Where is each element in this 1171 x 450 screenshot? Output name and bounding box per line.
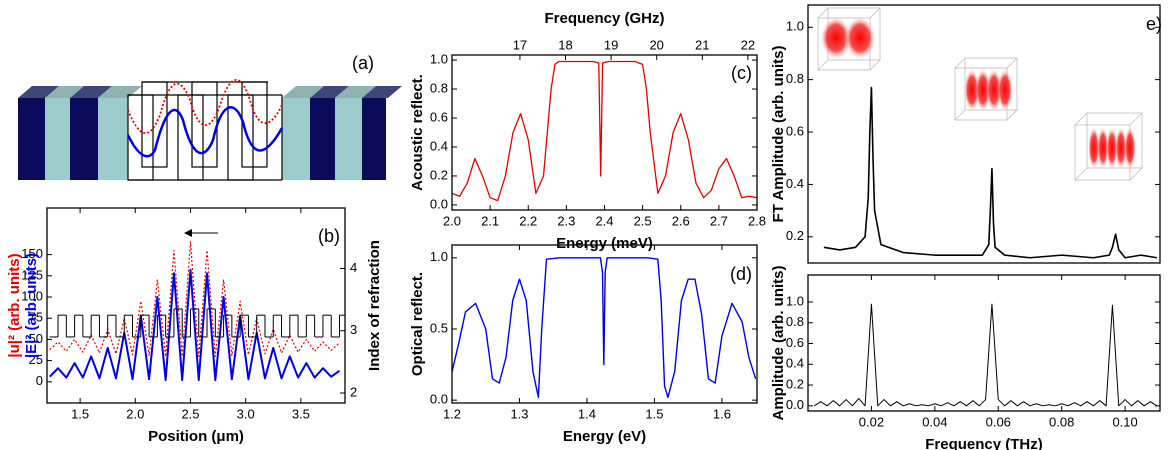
y-tick-label: 0.2 [430,167,448,182]
y-tick-label: 100 [21,288,43,303]
y2-tick-label: 2 [350,384,357,399]
y-tick-label: 0.2 [786,376,804,391]
y-tick-label: 0.4 [430,138,448,153]
y-axis-label: |u|² (arb. units) [6,253,23,357]
y-tick-label: 0.2 [786,228,804,243]
x-axis-label: Frequency (THz) [925,436,1043,450]
y-tick-label: 0.0 [430,196,448,211]
x-tick-label: 2.6 [672,213,690,228]
panel-label: e) [1146,14,1162,34]
y-tick-label: 0.8 [786,314,804,329]
x2-tick-label: 19 [604,37,618,52]
y-axis-label: Amplitude (arb. units) [770,266,787,421]
y-tick-label: 50 [29,331,43,346]
x2-tick-label: 20 [649,37,663,52]
panel-label: (c) [731,63,752,83]
x-tick-label: 0.02 [859,414,884,429]
x-tick-label: 2.5 [181,406,199,421]
x-tick-label: 0.08 [1049,414,1074,429]
plot-area [452,257,757,399]
y-tick-label: 0 [36,373,43,388]
data-line [49,241,340,357]
y2-axis-label: Index of refraction [366,240,383,371]
x-tick-label: 2.1 [481,213,499,228]
mode-insets [817,7,1143,181]
x-tick-label: 2.5 [634,213,652,228]
x-tick-label: 3.0 [237,406,255,421]
schematic: (a) [18,53,402,181]
y-tick-label: 0.4 [786,356,804,371]
y-tick-label: 125 [21,267,43,282]
plot-area [823,86,1157,259]
data-line [452,60,757,202]
x-tick-label: 2.4 [595,213,613,228]
y-axis-label: |E|² (arb. units) [23,253,40,358]
x-tick-label: 0.10 [1112,414,1137,429]
y-tick-label: 1.0 [430,52,448,67]
x-tick-label: 1.2 [443,406,461,421]
data-line [49,268,341,382]
x-tick-label: 2.0 [126,406,144,421]
y-axis-label: FT Amplitude (arb. units) [770,46,787,223]
x-tick-label: 0.04 [922,414,947,429]
plot-frame [807,274,1161,412]
x-tick-label: 2.0 [443,213,461,228]
x-tick-label: 1.5 [645,406,663,421]
x-tick-label: 1.4 [578,406,596,421]
y-tick-label: 1.0 [430,249,448,264]
panel-label: (a) [352,53,374,73]
data-line [452,257,757,399]
y-tick-label: 25 [29,352,43,367]
data-line [814,303,1158,407]
y-tick-label: 0.6 [786,335,804,350]
data-line [823,86,1157,259]
panel-label: (b) [318,226,340,246]
y-tick-label: 75 [29,310,43,325]
x2-axis-label: Frequency (GHz) [544,10,664,27]
y-tick-label: 0.4 [786,176,804,191]
x2-tick-label: 18 [558,37,572,52]
plot-frame [46,207,346,404]
plot-area [452,60,757,202]
x-tick-label: 3.5 [292,406,310,421]
y-tick-label: 1.0 [786,293,804,308]
x-tick-label: 1.3 [510,406,528,421]
y-tick-label: 0.0 [786,397,804,412]
plot-area [814,303,1158,407]
x-tick-label: 0.06 [986,414,1011,429]
plot-frame [451,54,758,211]
y-tick-label: 0.6 [430,109,448,124]
y-tick-label: 1.0 [786,19,804,34]
x-tick-label: 2.2 [519,213,537,228]
plot-frame [451,244,758,404]
y-tick-label: 0.0 [430,392,448,407]
x2-tick-label: 21 [695,37,709,52]
y-axis-label: Acoustic reflect. [409,74,426,191]
x-tick-label: 2.3 [557,213,575,228]
y-tick-label: 0.6 [786,123,804,138]
y-tick-label: 0.8 [786,71,804,86]
x-tick-label: 2.7 [710,213,728,228]
x-axis-label: Energy (meV) [556,235,653,252]
plot-area [49,241,345,382]
y-axis-label: Optical reflect. [409,272,426,376]
y-tick-label: 0.8 [430,80,448,95]
x-axis-label: Position (μm) [148,428,244,445]
x2-tick-label: 22 [741,37,755,52]
plot-frame [807,4,1161,264]
x2-tick-label: 17 [513,37,527,52]
x-axis-label: Energy (eV) [563,428,646,445]
panel-label: (d) [730,264,752,284]
y2-tick-label: 3 [350,322,357,337]
x-tick-label: 1.5 [71,406,89,421]
x-tick-label: 2.8 [748,213,766,228]
y2-tick-label: 4 [350,260,357,275]
y-tick-label: 150 [21,246,43,261]
axis-arrow [184,229,218,237]
y-tick-label: 0.5 [430,320,448,335]
x-tick-label: 1.6 [713,406,731,421]
